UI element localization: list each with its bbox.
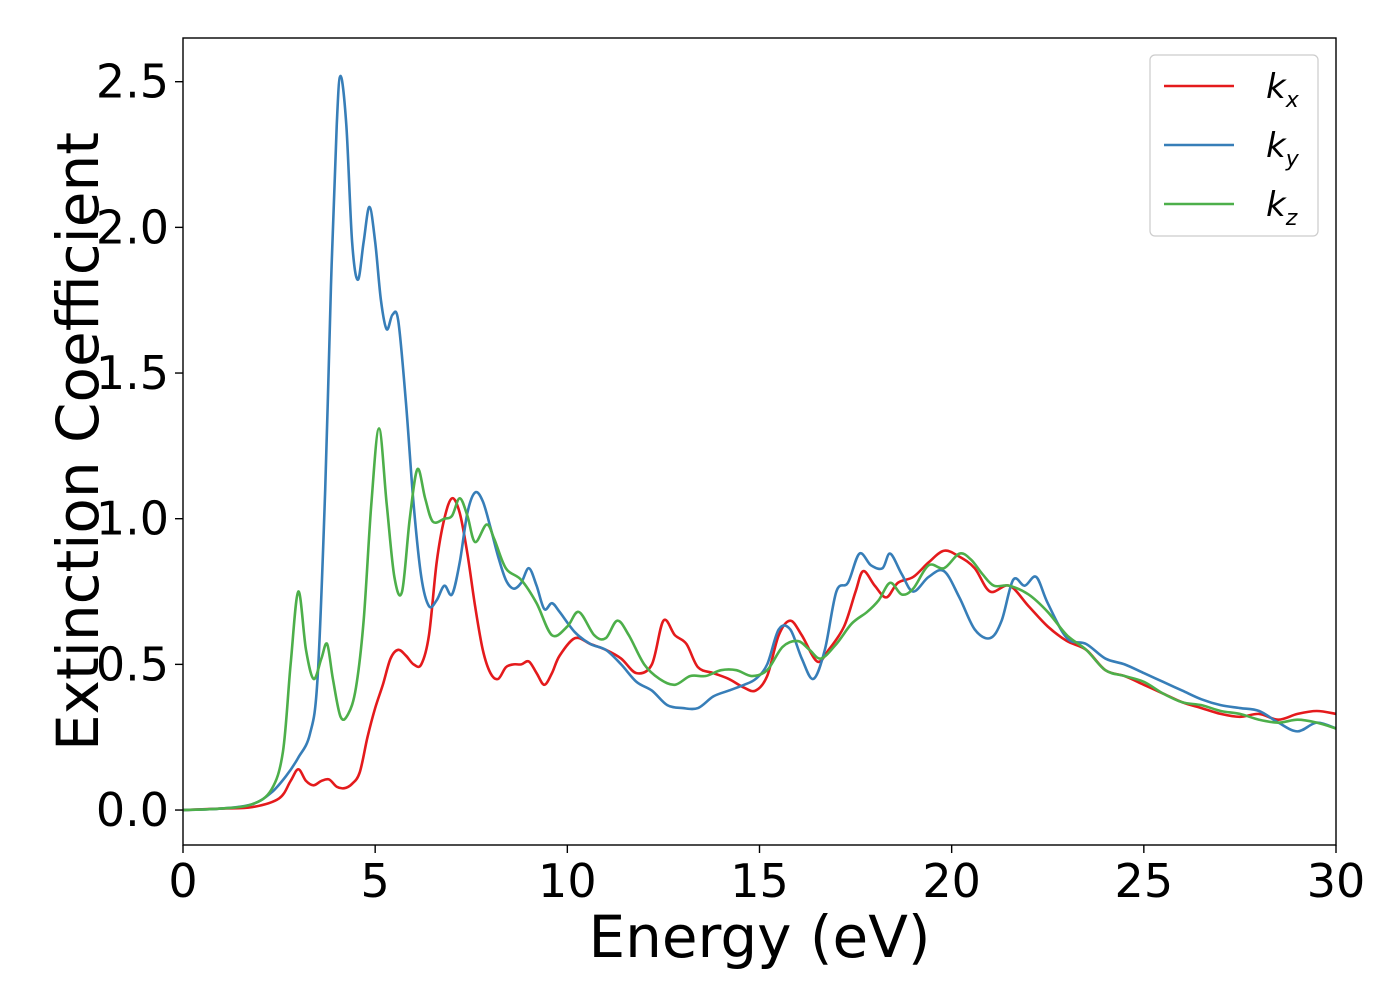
y-tick-label: 2.0 bbox=[96, 200, 169, 254]
series-line-k-z bbox=[183, 427, 1336, 812]
series-layer bbox=[183, 74, 1336, 812]
y-axis-title: Extinction Coefficient bbox=[44, 132, 112, 751]
x-tick-label: 0 bbox=[168, 854, 197, 908]
y-axis: 0.0 0.5 1.0 1.5 2.0 2.5 bbox=[96, 55, 183, 837]
x-axis: 0 5 10 15 20 25 30 bbox=[168, 845, 1365, 908]
y-tick-label: 1.0 bbox=[96, 492, 169, 546]
x-tick-label: 30 bbox=[1307, 854, 1366, 908]
x-tick-label: 10 bbox=[538, 854, 597, 908]
legend-label: kz bbox=[1266, 185, 1298, 231]
legend-label: ky bbox=[1266, 126, 1300, 172]
legend: kx ky kz bbox=[1149, 54, 1319, 237]
x-tick-label: 15 bbox=[730, 854, 789, 908]
y-tick-label: 0.5 bbox=[96, 637, 169, 691]
series-line-k-x bbox=[183, 496, 1336, 812]
x-tick-label: 20 bbox=[922, 854, 981, 908]
series-line-k-y bbox=[183, 74, 1336, 812]
y-tick-label: 0.0 bbox=[96, 783, 169, 837]
x-tick-label: 5 bbox=[361, 854, 390, 908]
y-tick-label: 1.5 bbox=[96, 346, 169, 400]
y-tick-label: 2.5 bbox=[96, 55, 169, 109]
x-tick-label: 25 bbox=[1115, 854, 1174, 908]
x-axis-title: Energy (eV) bbox=[588, 903, 930, 971]
legend-label: kx bbox=[1266, 67, 1300, 113]
